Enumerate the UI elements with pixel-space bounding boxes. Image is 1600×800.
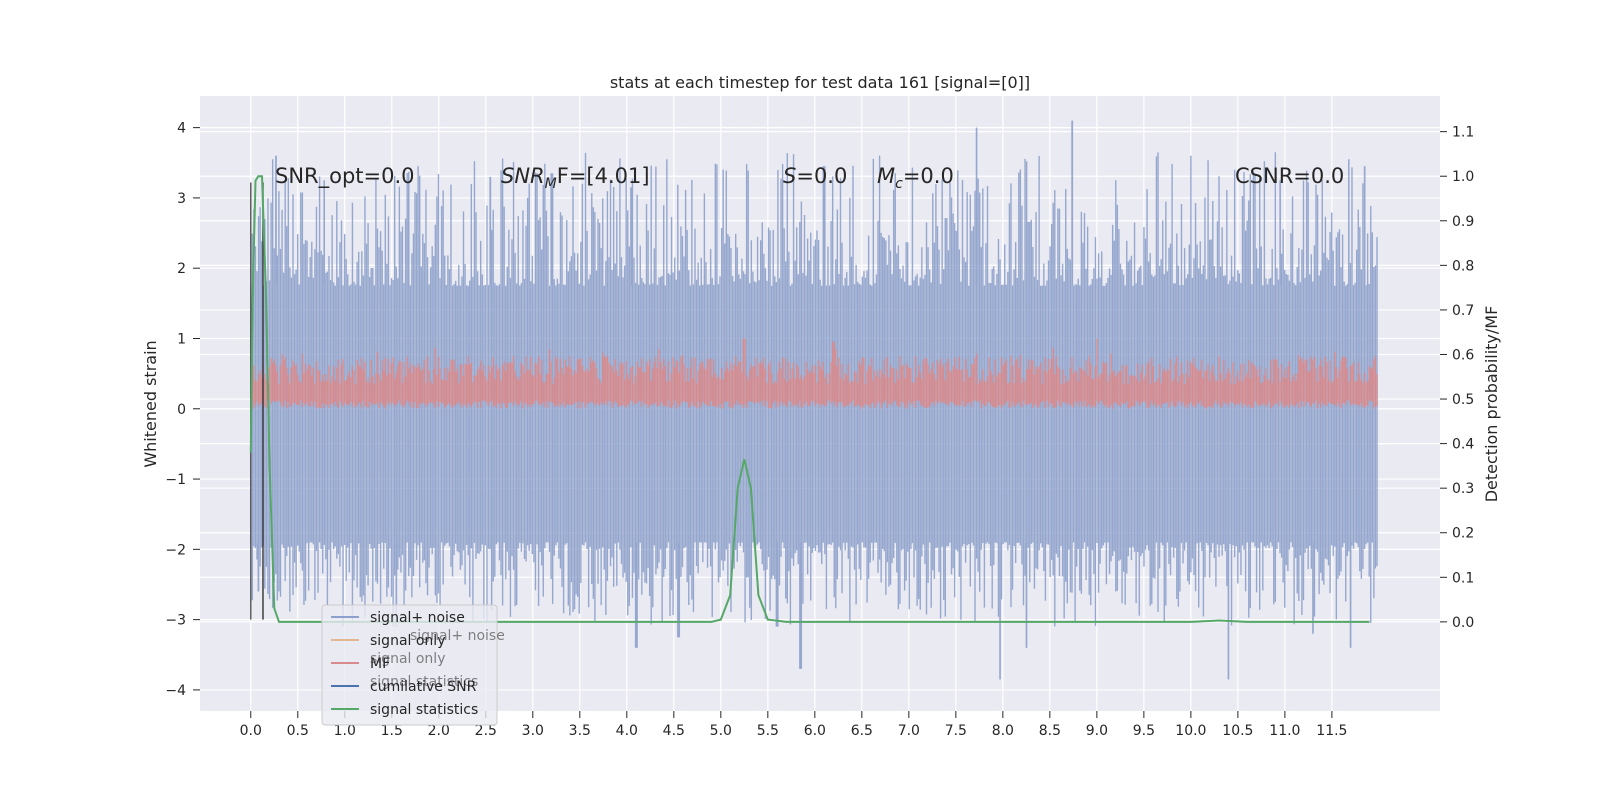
series-layer [249,120,1378,680]
x-tick-label: 6.0 [804,723,826,739]
y-tick-label-right: 0.3 [1452,481,1474,497]
legend-label: signal only [370,633,445,649]
annotation-s-rest: =0.0 [796,164,847,188]
y-tick-label-left: −1 [165,472,186,488]
legend-label: cumilative SNR [370,679,477,695]
x-tick-label: 8.5 [1039,723,1061,739]
annotation-csnr: CSNR=0.0 [1235,164,1344,188]
x-tick-label: 9.5 [1133,723,1155,739]
y-tick-label-right: 0.0 [1452,615,1474,631]
legend-label: MF [370,656,390,672]
y-tick-label-right: 0.7 [1452,303,1474,319]
x-tick-label: 3.5 [569,723,591,739]
legend-ghost-label: signal only [370,651,445,667]
x-tick-label: 10.5 [1222,723,1253,739]
y-tick-label-left: −4 [165,683,186,699]
y-tick-label-left: 3 [177,191,186,207]
x-axis-ticks: 0.0 0.5 1.0 1.5 2.0 2.5 3.0 3.5 4.0 4.5 5.0 5.5 6.0 6… [240,711,1347,739]
y-tick-label-right: 0.8 [1452,258,1474,274]
annotation-mc-main: M [877,164,895,188]
y-tick-label-right: 0.6 [1452,347,1474,363]
x-tick-label: 0.5 [287,723,309,739]
annotation-snr-mf-sub: M [545,176,557,192]
series-signal-statistics [249,175,1370,623]
x-tick-label: 8.0 [992,723,1014,739]
y-tick-label-right: 0.5 [1452,392,1474,408]
y-tick-label-right: 0.2 [1452,526,1474,542]
x-tick-label: 6.5 [851,723,873,739]
x-tick-label: 4.5 [663,723,685,739]
chart-title: stats at each timestep for test data 161… [610,73,1030,92]
left-axis-ticks: 4 3 2 1 0 −1 −2 −3 −4 [165,121,200,699]
x-tick-label: 7.5 [945,723,967,739]
right-axis-ticks: 1.1 1.0 0.9 0.8 0.7 0.6 0.5 0.4 0.3 0.2 0.1 0.0 [1440,125,1474,631]
x-tick-label: 2.5 [475,723,497,739]
y-tick-label-right: 0.9 [1452,214,1474,230]
y-tick-label-left: 0 [177,402,186,418]
y-tick-label-left: −3 [165,613,186,629]
y-tick-label-left: −2 [165,542,186,558]
annotation-s: S=0.0 [783,164,847,188]
annotation-snr-mf-main: SNR [501,164,545,188]
y-tick-label-right: 0.1 [1452,570,1474,586]
annotation-snr-mf-rest: F=[4.01] [557,164,650,188]
y-axis-label-right: Detection probability/MF [1482,306,1501,503]
x-tick-label: 5.5 [757,723,779,739]
x-tick-label: 11.5 [1316,723,1347,739]
x-tick-label: 1.5 [381,723,403,739]
annotation-snr-mf: SNRMF=[4.01] [501,164,650,192]
annotation-mc: Mc=0.0 [877,164,954,192]
series-mf [250,338,1378,409]
annotation-mc-sub: c [895,176,903,192]
legend-ghost-label: signal statistics [370,674,478,690]
y-tick-label-right: 1.1 [1452,125,1474,141]
x-tick-label: 2.0 [428,723,450,739]
legend-box [321,604,498,726]
y-tick-label-right: 1.0 [1452,169,1474,185]
x-tick-label: 9.0 [1086,723,1108,739]
x-tick-label: 5.0 [710,723,732,739]
x-tick-label: 3.0 [522,723,544,739]
x-tick-label: 10.0 [1175,723,1206,739]
y-axis-label-left: Whitened strain [141,340,160,467]
legend-label: signal statistics [370,702,478,718]
annotation-snr-opt: SNR_opt=0.0 [275,164,415,189]
x-tick-label: 11.0 [1269,723,1300,739]
legend-label: signal+ noise [370,610,465,626]
annotation-s-main: S [783,164,796,188]
x-tick-label: 4.0 [616,723,638,739]
x-tick-label: 7.0 [898,723,920,739]
y-tick-label-left: 2 [177,261,186,277]
annotations: SNR_opt=0.0 SNRMF=[4.01] S=0.0 Mc=0.0 CS… [275,164,1344,192]
y-tick-label-right: 0.4 [1452,437,1474,453]
x-tick-label: 0.0 [240,723,262,739]
y-tick-label-left: 4 [177,121,186,137]
y-tick-label-left: 1 [177,331,186,347]
x-tick-label: 1.0 [334,723,356,739]
annotation-mc-rest: =0.0 [903,164,954,188]
legend-ghost-label: signal+ noise [410,628,505,644]
